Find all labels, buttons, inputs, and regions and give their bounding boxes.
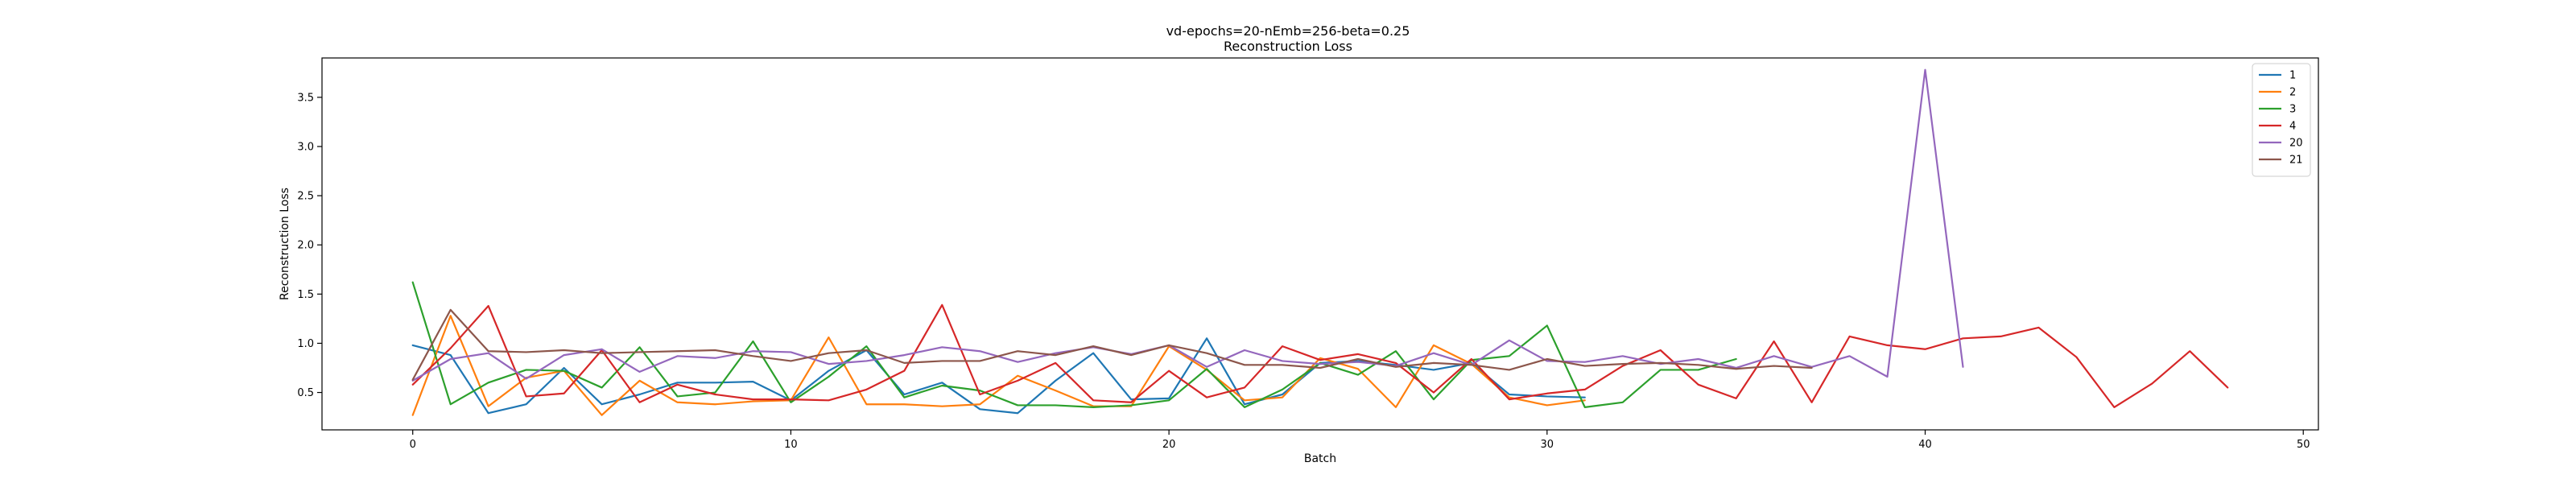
- chart-subtitle: Reconstruction Loss: [1224, 39, 1352, 54]
- series-line-2: [411, 315, 1586, 416]
- series-line-1: [411, 337, 1586, 415]
- y-tick-label: 2.0: [297, 240, 314, 252]
- legend-label-3: 3: [2289, 104, 2296, 116]
- x-tick-label: 40: [1918, 439, 1932, 451]
- x-axis-ticks: 0 10 20 30 40 50: [410, 430, 2310, 451]
- plot-frame: [321, 57, 2319, 431]
- legend-label-2: 2: [2289, 87, 2296, 99]
- x-tick-label: 30: [1541, 439, 1554, 451]
- y-axis-label: Reconstruction Loss: [279, 188, 291, 300]
- series-line-21: [411, 308, 1813, 381]
- series-line-3: [411, 281, 1737, 408]
- chart-title: vd-epochs=20-nEmb=256-beta=0.25: [1166, 23, 1410, 39]
- legend-label-4: 4: [2289, 121, 2296, 133]
- legend-label-1: 1: [2289, 70, 2296, 82]
- series-line-4: [411, 303, 2229, 408]
- y-tick-label: 0.5: [297, 387, 314, 399]
- y-tick-label: 1.0: [297, 338, 314, 350]
- x-tick-label: 50: [2297, 439, 2310, 451]
- series-layer: [411, 68, 2229, 416]
- legend: 1 2 3 4 20 21: [2252, 63, 2311, 177]
- x-tick-label: 20: [1162, 439, 1176, 451]
- y-tick-label: 1.5: [297, 289, 314, 301]
- y-tick-label: 2.5: [297, 191, 314, 203]
- y-tick-label: 3.0: [297, 142, 314, 154]
- y-tick-label: 3.5: [297, 92, 314, 104]
- legend-label-21: 21: [2289, 155, 2303, 167]
- y-axis-ticks: 0.5 1.0 1.5 2.0 2.5 3.0 3.5: [297, 92, 322, 399]
- legend-label-20: 20: [2289, 138, 2303, 150]
- series-line-20: [411, 68, 1964, 382]
- x-axis-label: Batch: [1304, 452, 1336, 465]
- x-tick-label: 0: [410, 439, 416, 451]
- x-tick-label: 10: [784, 439, 798, 451]
